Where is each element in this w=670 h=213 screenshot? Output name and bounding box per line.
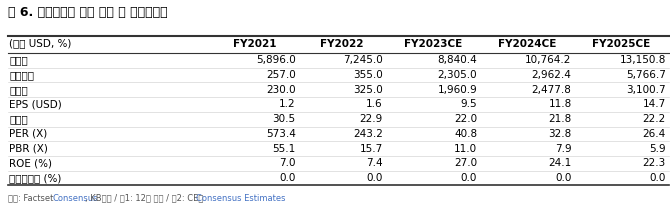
Text: 22.2: 22.2 [643, 114, 666, 124]
Text: 영업이익: 영업이익 [9, 70, 34, 80]
Text: 573.4: 573.4 [266, 129, 295, 139]
Text: 7.0: 7.0 [279, 158, 295, 168]
Text: (백만 USD, %): (백만 USD, %) [9, 39, 72, 49]
Text: 27.0: 27.0 [454, 158, 477, 168]
Text: 230.0: 230.0 [266, 85, 295, 95]
Text: 2,962.4: 2,962.4 [532, 70, 572, 80]
Text: FY2023CE: FY2023CE [403, 39, 462, 49]
Text: 11.8: 11.8 [548, 99, 572, 109]
Text: 22.3: 22.3 [643, 158, 666, 168]
Text: 325.0: 325.0 [353, 85, 383, 95]
Text: 40.8: 40.8 [454, 129, 477, 139]
Text: 3,100.7: 3,100.7 [626, 85, 666, 95]
Text: PBR (X): PBR (X) [9, 144, 48, 154]
Text: , KB증권 / 주1: 12월 결산 / 주2: CE는: , KB증권 / 주1: 12월 결산 / 주2: CE는 [86, 194, 206, 203]
Text: 순이익: 순이익 [9, 85, 28, 95]
Text: 11.0: 11.0 [454, 144, 477, 154]
Text: 0.0: 0.0 [650, 173, 666, 183]
Text: 257.0: 257.0 [266, 70, 295, 80]
Text: 30.5: 30.5 [273, 114, 295, 124]
Text: Consensus: Consensus [52, 194, 98, 203]
Text: 21.8: 21.8 [548, 114, 572, 124]
Text: 5,896.0: 5,896.0 [256, 55, 295, 65]
Text: 32.8: 32.8 [548, 129, 572, 139]
Text: 26.4: 26.4 [643, 129, 666, 139]
Text: 7.9: 7.9 [555, 144, 572, 154]
Text: 55.1: 55.1 [273, 144, 295, 154]
Text: 5,766.7: 5,766.7 [626, 70, 666, 80]
Text: 1.6: 1.6 [366, 99, 383, 109]
Text: EPS (USD): EPS (USD) [9, 99, 62, 109]
Text: 2,477.8: 2,477.8 [532, 85, 572, 95]
Text: 24.1: 24.1 [548, 158, 572, 168]
Text: 0.0: 0.0 [366, 173, 383, 183]
Text: 표 6. 서비스나우 이익 예상 및 밸류에이션: 표 6. 서비스나우 이익 예상 및 밸류에이션 [8, 6, 167, 19]
Text: 243.2: 243.2 [353, 129, 383, 139]
Text: 355.0: 355.0 [353, 70, 383, 80]
Text: 22.9: 22.9 [360, 114, 383, 124]
Text: 배당수익률 (%): 배당수익률 (%) [9, 173, 62, 183]
Text: 0.0: 0.0 [461, 173, 477, 183]
Text: 2,305.0: 2,305.0 [438, 70, 477, 80]
Text: 14.7: 14.7 [643, 99, 666, 109]
Text: 자료: Factset: 자료: Factset [8, 194, 56, 203]
Text: 7,245.0: 7,245.0 [343, 55, 383, 65]
Text: 7.4: 7.4 [366, 158, 383, 168]
Text: 22.0: 22.0 [454, 114, 477, 124]
Text: 5.9: 5.9 [649, 144, 666, 154]
Text: FY2021: FY2021 [233, 39, 277, 49]
Text: 8,840.4: 8,840.4 [438, 55, 477, 65]
Text: Consensus Estimates: Consensus Estimates [196, 194, 285, 203]
Text: 0.0: 0.0 [555, 173, 572, 183]
Text: ROE (%): ROE (%) [9, 158, 52, 168]
Text: 매출액: 매출액 [9, 55, 28, 65]
Text: FY2022: FY2022 [320, 39, 364, 49]
Text: FY2024CE: FY2024CE [498, 39, 556, 49]
Text: 15.7: 15.7 [360, 144, 383, 154]
Text: FY2025CE: FY2025CE [592, 39, 651, 49]
Text: 13,150.8: 13,150.8 [620, 55, 666, 65]
Text: 1,960.9: 1,960.9 [438, 85, 477, 95]
Text: 증감률: 증감률 [9, 114, 28, 124]
Text: 10,764.2: 10,764.2 [525, 55, 572, 65]
Text: 1.2: 1.2 [279, 99, 295, 109]
Text: PER (X): PER (X) [9, 129, 48, 139]
Text: 0.0: 0.0 [279, 173, 295, 183]
Text: 9.5: 9.5 [460, 99, 477, 109]
